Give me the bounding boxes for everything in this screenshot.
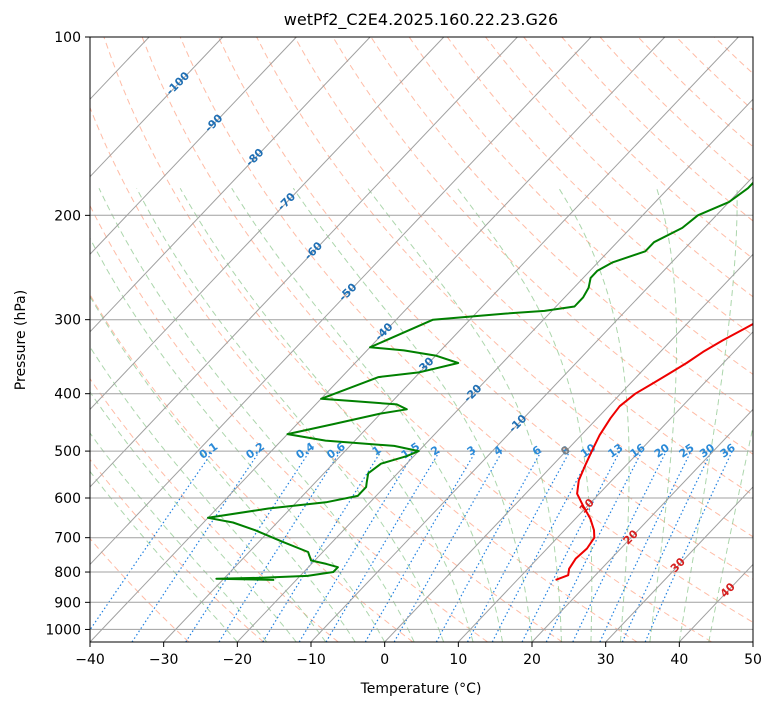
mixing-ratio-line	[572, 450, 667, 642]
isotherm-line	[310, 176, 753, 642]
y-tick-label: 400	[54, 387, 81, 403]
moist-adiabat-line	[179, 187, 474, 642]
dry-adiabat-line	[370, 37, 753, 415]
isotherm-line	[90, 37, 592, 566]
mixing-ratio-line	[185, 450, 311, 642]
x-tick-label: −20	[223, 652, 253, 668]
x-tick-label: 0	[380, 652, 389, 668]
moist-adiabat-line	[678, 188, 738, 642]
isotherm-line	[90, 37, 224, 178]
moist-adiabat-line	[90, 432, 268, 642]
dry-adiabat-line	[332, 37, 753, 455]
isotherm-line	[90, 37, 445, 411]
moist-adiabat-line	[90, 391, 297, 642]
y-tick-label: 100	[54, 30, 81, 46]
moist-adiabat-line	[231, 187, 503, 642]
y-axis-title: Pressure (hPa)	[13, 290, 29, 390]
moist-adiabat-line	[98, 187, 415, 642]
mixing-ratio-line	[466, 450, 571, 642]
dry-adiabat-line	[446, 37, 753, 336]
y-tick-label: 200	[54, 208, 81, 224]
mixing-ratio-line	[545, 450, 643, 642]
temperature-profile	[555, 322, 753, 581]
isotherm-line	[163, 37, 739, 642]
y-axis: 100 200 300 400 500 600 700 800 900 1000	[45, 30, 90, 638]
isotherm-line	[457, 331, 753, 642]
moist-adiabat-line	[90, 470, 238, 642]
x-tick-label: −10	[296, 652, 326, 668]
y-tick-label: 800	[54, 565, 81, 581]
moist-adiabat-line	[136, 187, 445, 642]
dry-adiabat-line	[90, 458, 264, 642]
y-tick-label: 500	[54, 444, 81, 460]
x-axis: −40 −30 −20 −10 0 10 20 30 40 50	[75, 642, 762, 668]
background-lines	[90, 37, 753, 642]
dry-adiabat-line	[141, 37, 712, 642]
plot-frame	[89, 36, 754, 643]
dry-adiabat-line	[179, 37, 753, 623]
dry-adiabat-line	[90, 537, 190, 642]
y-tick-label: 900	[54, 595, 81, 611]
mixing-ratio-line	[262, 450, 382, 642]
dry-adiabat-line	[103, 37, 638, 642]
x-tick-label: 50	[744, 652, 762, 668]
isotherm-line	[90, 37, 518, 488]
isotherm-line	[90, 37, 666, 642]
dry-adiabat-line	[408, 37, 753, 375]
dry-adiabat-line	[90, 204, 488, 642]
isotherm-line	[531, 408, 753, 642]
mixing-ratio-line	[298, 450, 416, 642]
sounding-profiles	[207, 181, 753, 581]
isotherm-line	[236, 98, 753, 642]
mixing-ratio-line	[90, 450, 214, 631]
moist-adiabat-line	[90, 237, 386, 642]
x-tick-label: −30	[149, 652, 179, 668]
x-tick-label: 30	[597, 652, 615, 668]
dry-adiabat-line	[294, 37, 753, 496]
dry-adiabat-line	[217, 37, 753, 580]
x-tick-label: 10	[449, 652, 467, 668]
mixing-ratio-line	[435, 450, 542, 642]
isotherm-line	[384, 253, 753, 642]
isotherm-line	[90, 37, 297, 256]
y-tick-label: 1000	[45, 622, 81, 638]
chart-title: wetPf2_C2E4.2025.160.22.23.G26	[284, 10, 558, 30]
y-tick-label: 700	[54, 531, 81, 547]
mixing-ratio-line	[218, 450, 342, 642]
isotherm-line	[90, 37, 371, 333]
x-tick-label: −40	[75, 652, 105, 668]
x-axis-title: Temperature (°C)	[360, 681, 482, 697]
moist-adiabat-line	[90, 295, 356, 642]
moist-adiabat-line	[292, 187, 533, 642]
moist-adiabat-line	[649, 188, 678, 642]
mixing-ratio-line	[393, 450, 504, 642]
isotherm-line	[605, 486, 753, 642]
moist-adiabat-line	[558, 187, 630, 642]
x-tick-label: 20	[523, 652, 541, 668]
x-tick-label: 40	[670, 652, 688, 668]
dewpoint-profile	[207, 181, 753, 581]
y-tick-label: 300	[54, 313, 81, 329]
dry-adiabat-line	[90, 106, 563, 642]
y-tick-label: 600	[54, 491, 81, 507]
